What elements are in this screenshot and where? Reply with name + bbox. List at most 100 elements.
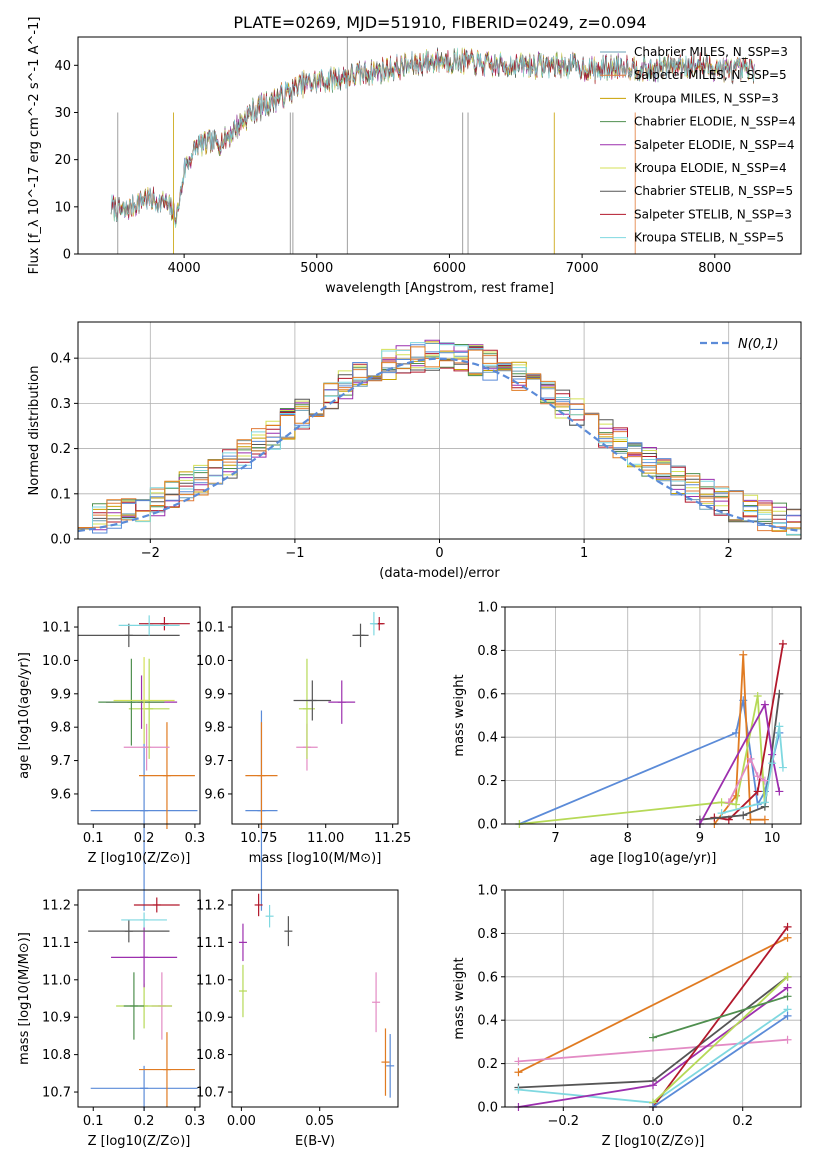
series-marker	[717, 798, 726, 807]
legend-label: Salpeter MILES, N_SSP=5	[634, 68, 787, 82]
series-marker	[753, 772, 762, 781]
x-tick-label: 2	[725, 546, 733, 561]
series-marker	[649, 1033, 657, 1042]
x-tick-label: 6000	[433, 261, 466, 276]
data-point	[254, 893, 263, 917]
y-tick-label: 0.4	[477, 1014, 498, 1029]
x-tick-label: 0.0	[643, 1114, 664, 1129]
y-tick-label: 11.2	[196, 898, 225, 913]
y-tick-label: 20	[54, 153, 71, 168]
y-tick-label: 11.2	[42, 898, 71, 913]
data-point	[352, 623, 369, 648]
data-point	[121, 912, 167, 928]
data-point	[98, 658, 165, 746]
legend-label: Kroupa STELIB, N_SSP=5	[634, 231, 784, 245]
y-tick-label: 9.7	[50, 754, 71, 769]
x-tick-label: −2	[141, 546, 160, 561]
y-tick-label: 0.8	[477, 644, 498, 659]
x-tick-label: 11.00	[307, 831, 344, 846]
series-marker	[760, 798, 769, 807]
legend-label: N(0,1)	[738, 337, 779, 352]
spectrum-line	[110, 48, 755, 223]
y-tick-label: 10.7	[196, 1086, 225, 1101]
y-tick-label: 9.9	[204, 687, 225, 702]
series-line	[727, 756, 766, 803]
y-tick-label: 0.4	[477, 731, 498, 746]
data-point	[265, 904, 274, 928]
normal-curve	[77, 357, 802, 533]
x-tick-label: 1	[580, 546, 588, 561]
series-line	[652, 1015, 789, 1108]
histogram-step	[77, 346, 801, 539]
series-marker	[760, 776, 769, 785]
x-tick-label: −0.2	[548, 1114, 580, 1129]
x-tick-label: 0.2	[134, 831, 155, 846]
data-point	[113, 657, 175, 744]
legend-label: Salpeter ELODIE, N_SSP=4	[634, 138, 795, 152]
y-tick-label: 9.7	[204, 754, 225, 769]
y-tick-label: 11.0	[42, 973, 71, 988]
x-tick-label: 0.05	[305, 1114, 334, 1129]
series-marker	[783, 922, 792, 931]
series-marker	[783, 983, 792, 992]
series-line	[652, 976, 789, 1104]
y-tick-label: 0.6	[477, 687, 498, 702]
legend-label: Chabrier MILES, N_SSP=3	[634, 45, 788, 59]
data-point	[139, 617, 190, 631]
x-tick-label: 0.2	[134, 1114, 155, 1129]
series-marker	[778, 639, 787, 648]
y-tick-label: 11.1	[196, 936, 225, 951]
histogram-step	[77, 344, 801, 539]
charts-layer: 4000 5000 6000 7000 8000010203040wavelength …	[17, 17, 802, 1149]
x-tick-label: 0.00	[227, 1114, 256, 1129]
series-marker	[783, 972, 792, 981]
y-tick-label: 10.8	[42, 1048, 71, 1063]
data-point	[123, 972, 145, 1040]
y-tick-label: 10.1	[196, 621, 225, 636]
series-marker	[775, 689, 784, 698]
x-axis-label: mass [log10(M/M⊙)]	[249, 851, 382, 866]
y-tick-label: 10.9	[196, 1011, 225, 1026]
series-line	[518, 1038, 788, 1063]
series-marker	[732, 800, 741, 809]
data-point	[128, 658, 170, 759]
y-axis-label: Flux [f_λ 10^-17 erg cm^-2 s^-1 A^-1]	[27, 17, 42, 275]
y-tick-label: 0.0	[477, 818, 498, 833]
figure-title: PLATE=0269, MJD=51910, FIBERID=0249, z=0…	[233, 13, 646, 32]
data-point	[118, 615, 180, 636]
series-marker	[783, 1011, 792, 1020]
x-tick-label: 4000	[168, 261, 201, 276]
x-tick-label: −1	[285, 546, 304, 561]
series-marker	[783, 1035, 792, 1044]
data-point	[381, 1028, 390, 1096]
chart-0: 4000 5000 6000 7000 8000 0 10 20 30 40 wavelength …	[27, 17, 802, 296]
axes-frame	[77, 606, 201, 825]
x-tick-label: 0.2	[732, 1114, 753, 1129]
series-line	[652, 995, 788, 1039]
x-tick-label: 10	[764, 831, 781, 846]
x-tick-label: 11.25	[374, 831, 411, 846]
y-tick-label: 30	[54, 106, 71, 121]
x-tick-label: 5000	[300, 261, 333, 276]
x-tick-label: 9	[696, 831, 704, 846]
y-tick-label: 0.2	[477, 774, 498, 789]
chart-1: −2 −1 0 1 2 0.0 0.1 0.2 0.3 0.4 (data-model)/error…	[27, 321, 802, 581]
y-tick-label: 0.0	[50, 533, 71, 548]
legend-label: Kroupa ELODIE, N_SSP=4	[634, 161, 787, 175]
y-tick-label: 0	[63, 248, 71, 263]
series-marker	[514, 1057, 523, 1066]
x-axis-label: Z [log10(Z/Z⊙)]	[88, 1134, 191, 1149]
y-axis-label: Normed distribution	[27, 366, 42, 496]
legend-label: Chabrier STELIB, N_SSP=5	[634, 184, 793, 198]
data-point	[369, 612, 378, 636]
y-axis-label: mass weight	[452, 957, 467, 1039]
chart-3: 10.75 11.00 11.25 9.6 9.7 9.8 9.9 10.0 10.1 mass …	[196, 606, 411, 911]
data-point	[133, 897, 180, 913]
chart-7: −0.2 0.0 0.2 0.0 0.2 0.4 0.6 0.8 1.0 Z [log10(Z/Z…	[452, 884, 802, 1149]
x-tick-label: 7000	[566, 261, 599, 276]
series-marker	[760, 815, 769, 824]
data-point	[238, 964, 247, 1018]
series-marker	[783, 992, 792, 1001]
legend-label: Chabrier ELODIE, N_SSP=4	[634, 115, 796, 129]
